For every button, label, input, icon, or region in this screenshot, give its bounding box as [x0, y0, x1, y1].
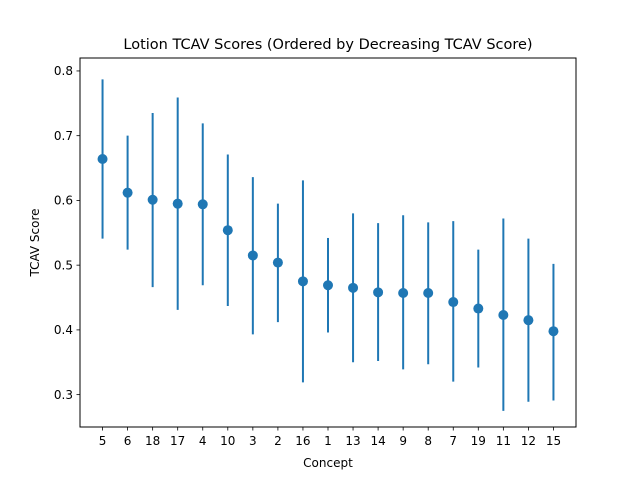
data-point	[548, 326, 559, 337]
x-tick-label: 12	[521, 434, 536, 448]
y-tick-label: 0.5	[54, 258, 73, 272]
plot-frame	[79, 57, 577, 428]
plot-area: 0.30.40.50.60.70.85 6 18 17 4 10 3 2 16 1 13 14 9 8 7 1…	[54, 64, 561, 448]
x-tick-label: 14	[370, 434, 385, 448]
data-point	[423, 287, 434, 298]
data-point	[297, 276, 308, 287]
x-tick-label: 7	[449, 434, 457, 448]
x-tick-label: 4	[199, 434, 207, 448]
y-tick-label: 0.6	[54, 194, 73, 208]
x-tick-label: 3	[249, 434, 257, 448]
x-tick-label: 17	[170, 434, 185, 448]
data-point	[473, 303, 484, 314]
data-point	[398, 287, 409, 298]
data-point	[197, 199, 208, 210]
y-tick-label: 0.3	[54, 388, 73, 402]
x-tick-label: 1	[324, 434, 332, 448]
y-axis-label: TCAV Score	[28, 208, 42, 277]
data-point	[272, 257, 283, 268]
x-tick-label: 16	[295, 434, 310, 448]
x-tick-label: 9	[399, 434, 407, 448]
chart-title: Lotion TCAV Scores (Ordered by Decreasin…	[123, 37, 532, 53]
data-point	[247, 250, 258, 261]
y-tick-label: 0.8	[54, 64, 73, 78]
data-point	[498, 310, 509, 321]
data-point	[97, 153, 108, 164]
data-point	[122, 187, 133, 198]
data-point	[147, 194, 158, 205]
data-point	[222, 225, 233, 236]
x-tick-label: 13	[345, 434, 360, 448]
x-tick-label: 6	[124, 434, 132, 448]
y-tick-label: 0.7	[54, 129, 73, 143]
data-point	[323, 280, 333, 291]
data-point	[448, 297, 459, 308]
x-tick-label: 15	[546, 434, 561, 448]
x-tick-label: 18	[145, 434, 160, 448]
x-tick-label: 19	[471, 434, 486, 448]
x-tick-label: 8	[424, 434, 432, 448]
data-point	[523, 315, 534, 326]
y-tick-label: 0.4	[54, 323, 73, 337]
x-tick-label: 11	[496, 434, 511, 448]
x-axis-label: Concept	[303, 456, 353, 470]
data-point	[348, 282, 359, 293]
x-tick-label: 10	[220, 434, 235, 448]
x-tick-label: 2	[274, 434, 282, 448]
x-tick-label: 5	[99, 434, 107, 448]
data-point	[373, 287, 384, 298]
data-point	[172, 198, 183, 209]
